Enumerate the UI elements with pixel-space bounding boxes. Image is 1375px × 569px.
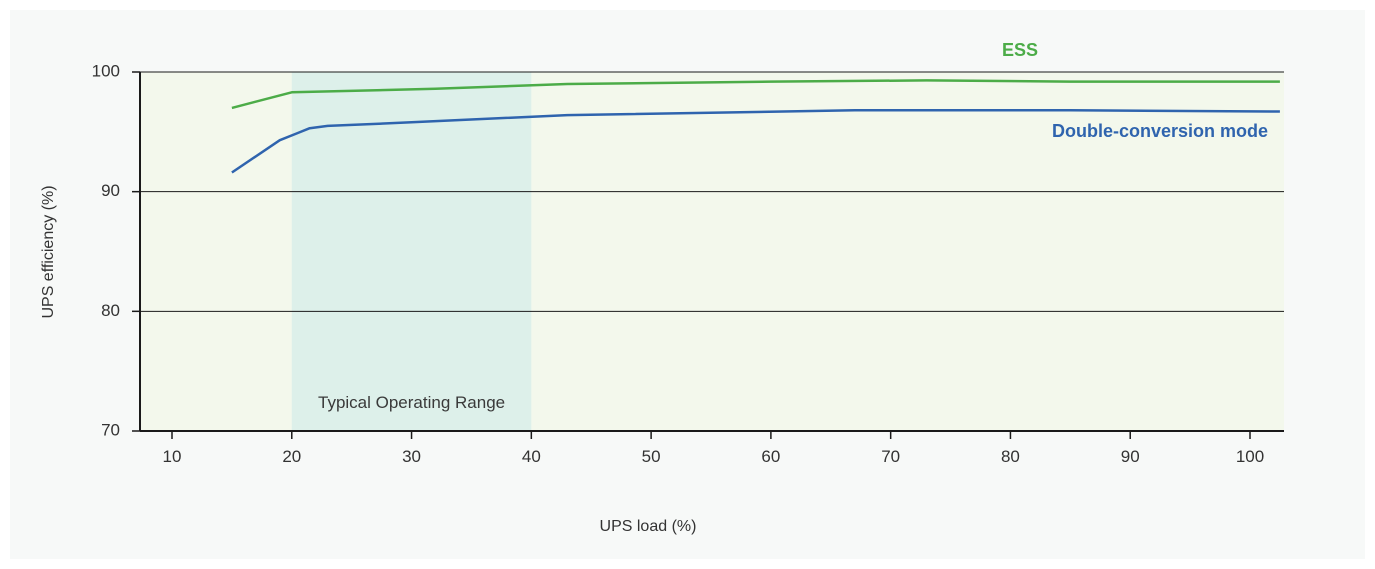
x-tick-label-30: 30 bbox=[402, 447, 421, 466]
typical-operating-range-band bbox=[291, 72, 532, 431]
y-tick-label-90: 90 bbox=[101, 181, 120, 200]
series-label-ess: ESS bbox=[1002, 40, 1038, 60]
series-label-double-conversion-mode: Double-conversion mode bbox=[1052, 121, 1268, 141]
band-label: Typical Operating Range bbox=[318, 393, 505, 412]
x-axis-title: UPS load (%) bbox=[600, 518, 697, 535]
x-tick-label-80: 80 bbox=[1001, 447, 1020, 466]
series-line-ess bbox=[231, 79, 1280, 110]
x-tick-label-50: 50 bbox=[642, 447, 661, 466]
x-tick-label-60: 60 bbox=[761, 447, 780, 466]
x-tick-label-40: 40 bbox=[522, 447, 541, 466]
x-tick-label-100: 100 bbox=[1236, 447, 1264, 466]
series-line-double-conversion-mode bbox=[231, 109, 1280, 174]
y-tick-label-80: 80 bbox=[101, 301, 120, 320]
x-tick-label-90: 90 bbox=[1121, 447, 1140, 466]
x-tick-label-20: 20 bbox=[282, 447, 301, 466]
y-tick-label-70: 70 bbox=[101, 420, 120, 439]
y-tick-label-100: 100 bbox=[92, 61, 120, 80]
y-axis-title: UPS efficiency (%) bbox=[40, 185, 57, 318]
x-tick-label-10: 10 bbox=[163, 447, 182, 466]
x-tick-label-70: 70 bbox=[881, 447, 900, 466]
